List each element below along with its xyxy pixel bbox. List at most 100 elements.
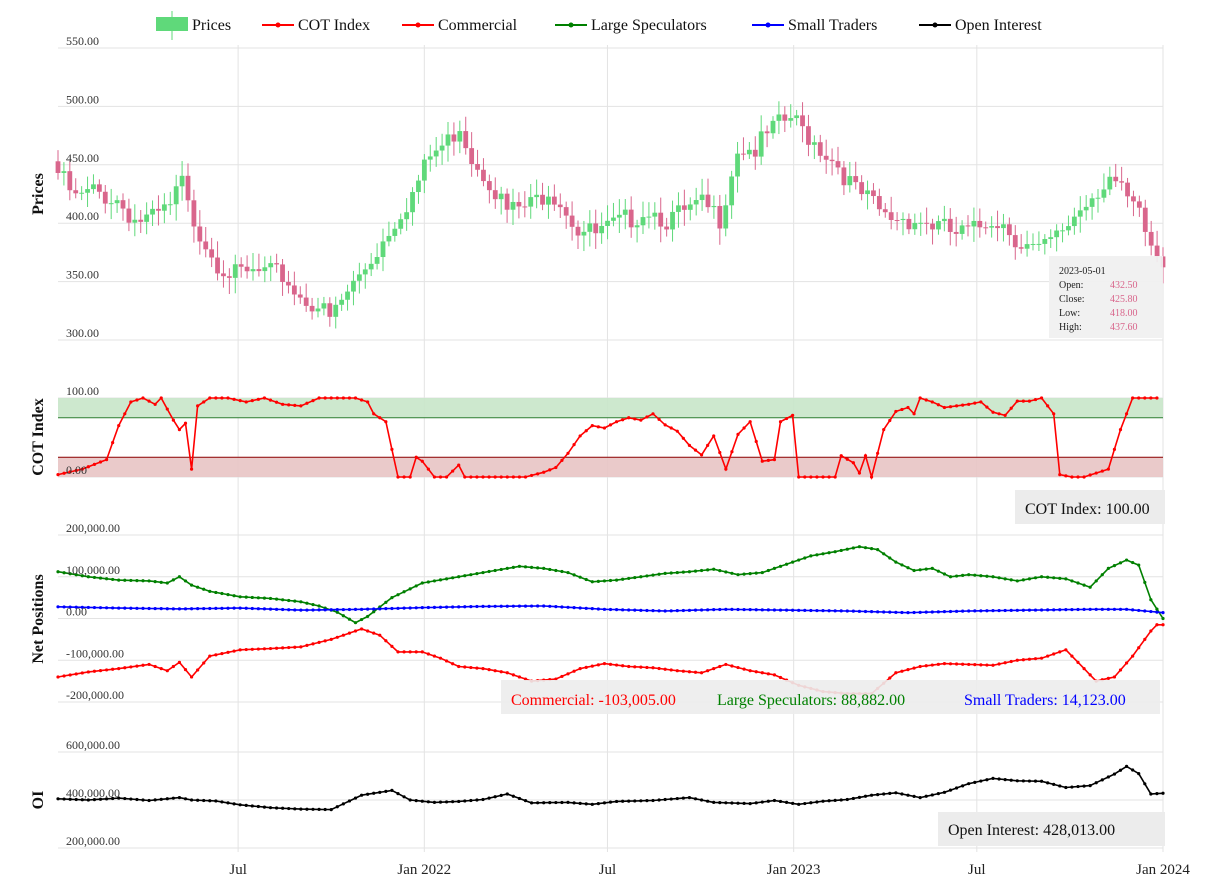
open-interest-point[interactable]	[220, 800, 224, 804]
large-speculators-point[interactable]	[645, 574, 649, 578]
candle[interactable]	[882, 202, 888, 218]
open-interest-point[interactable]	[894, 791, 898, 795]
small-traders-point[interactable]	[663, 609, 667, 613]
open-interest-point[interactable]	[86, 798, 90, 802]
large-speculators-point[interactable]	[372, 610, 376, 614]
candle[interactable]	[173, 174, 179, 221]
large-speculators-point[interactable]	[451, 576, 455, 580]
large-speculators-point[interactable]	[475, 572, 479, 576]
large-speculators-point[interactable]	[791, 560, 795, 564]
small-traders-point[interactable]	[390, 606, 394, 611]
open-interest-point[interactable]	[1143, 782, 1147, 786]
open-interest-point[interactable]	[104, 797, 109, 801]
open-interest-point[interactable]	[159, 797, 163, 801]
small-traders-point[interactable]	[912, 610, 916, 615]
small-traders-point[interactable]	[876, 610, 880, 614]
commercial-point[interactable]	[772, 673, 777, 677]
large-speculators-point[interactable]	[420, 581, 424, 585]
small-traders-point[interactable]	[754, 608, 758, 612]
large-speculators-point[interactable]	[1155, 607, 1159, 611]
open-interest-point[interactable]	[693, 797, 698, 801]
open-interest-point[interactable]	[924, 794, 928, 798]
commercial-point[interactable]	[1131, 654, 1135, 658]
cot-index-point[interactable]	[366, 400, 370, 404]
open-interest-point[interactable]	[214, 799, 218, 803]
commercial-point[interactable]	[614, 663, 619, 667]
small-traders-point[interactable]	[1124, 607, 1129, 611]
candle[interactable]	[463, 116, 469, 155]
candle[interactable]	[445, 121, 451, 162]
open-interest-point[interactable]	[487, 796, 491, 800]
cot-index-point[interactable]	[281, 402, 285, 406]
cot-index-point[interactable]	[954, 404, 959, 408]
commercial-point[interactable]	[402, 650, 406, 654]
small-traders-point[interactable]	[523, 604, 528, 608]
commercial-point[interactable]	[353, 629, 358, 633]
large-speculators-point[interactable]	[505, 566, 509, 571]
large-speculators-point[interactable]	[900, 563, 904, 567]
commercial-point[interactable]	[511, 673, 515, 677]
open-interest-point[interactable]	[1064, 785, 1068, 790]
commercial-point[interactable]	[487, 668, 491, 672]
large-speculators-point[interactable]	[177, 575, 182, 579]
small-traders-point[interactable]	[845, 609, 849, 613]
commercial-point[interactable]	[1112, 675, 1117, 679]
large-speculators-point[interactable]	[809, 554, 813, 558]
large-speculators-point[interactable]	[1039, 575, 1044, 579]
candle[interactable]	[221, 260, 226, 288]
large-speculators-point[interactable]	[281, 598, 285, 602]
cot-index-point[interactable]	[232, 397, 236, 401]
open-interest-point[interactable]	[991, 776, 995, 781]
open-interest-point[interactable]	[268, 806, 273, 810]
candle[interactable]	[1101, 173, 1107, 203]
open-interest-point[interactable]	[414, 799, 418, 803]
candle[interactable]	[741, 137, 746, 161]
cot-index-point[interactable]	[906, 405, 910, 410]
cot-index-point[interactable]	[772, 458, 777, 462]
large-speculators-point[interactable]	[699, 568, 704, 573]
large-speculators-point[interactable]	[68, 572, 72, 576]
large-speculators-point[interactable]	[882, 552, 886, 556]
open-interest-point[interactable]	[1094, 781, 1098, 785]
small-traders-point[interactable]	[627, 608, 631, 612]
small-traders-point[interactable]	[639, 608, 643, 612]
large-speculators-point[interactable]	[657, 572, 661, 576]
small-traders-point[interactable]	[475, 604, 479, 609]
commercial-point[interactable]	[712, 667, 716, 671]
candle[interactable]	[551, 184, 557, 211]
large-speculators-point[interactable]	[196, 585, 200, 589]
candle[interactable]	[333, 296, 339, 329]
cot-index-point[interactable]	[323, 396, 327, 400]
cot-index-point[interactable]	[499, 475, 503, 479]
commercial-point[interactable]	[766, 672, 770, 676]
large-speculators-point[interactable]	[1161, 616, 1165, 621]
small-traders-point[interactable]	[159, 607, 163, 611]
small-traders-point[interactable]	[171, 607, 175, 611]
large-speculators-point[interactable]	[608, 578, 613, 583]
commercial-point[interactable]	[469, 665, 473, 670]
open-interest-point[interactable]	[366, 792, 370, 796]
cot-index-point[interactable]	[1003, 413, 1007, 417]
large-speculators-point[interactable]	[681, 570, 685, 574]
open-interest-point[interactable]	[784, 800, 789, 805]
large-speculators-point[interactable]	[287, 598, 291, 603]
large-speculators-point[interactable]	[165, 581, 169, 585]
cot-index-point[interactable]	[961, 403, 965, 407]
commercial-point[interactable]	[1009, 659, 1013, 664]
candle[interactable]	[593, 209, 599, 249]
candle[interactable]	[362, 263, 368, 289]
large-speculators-point[interactable]	[936, 569, 940, 573]
small-traders-point[interactable]	[596, 607, 600, 611]
small-traders-point[interactable]	[372, 607, 376, 611]
small-traders-point[interactable]	[420, 606, 424, 610]
large-speculators-point[interactable]	[572, 573, 576, 577]
open-interest-point[interactable]	[1137, 772, 1141, 776]
commercial-point[interactable]	[287, 645, 291, 650]
candle[interactable]	[717, 194, 723, 245]
small-traders-point[interactable]	[80, 605, 84, 609]
small-traders-point[interactable]	[493, 604, 497, 608]
cot-index-point[interactable]	[171, 418, 175, 422]
commercial-point[interactable]	[918, 664, 922, 669]
open-interest-point[interactable]	[317, 807, 321, 812]
candle[interactable]	[965, 215, 971, 237]
